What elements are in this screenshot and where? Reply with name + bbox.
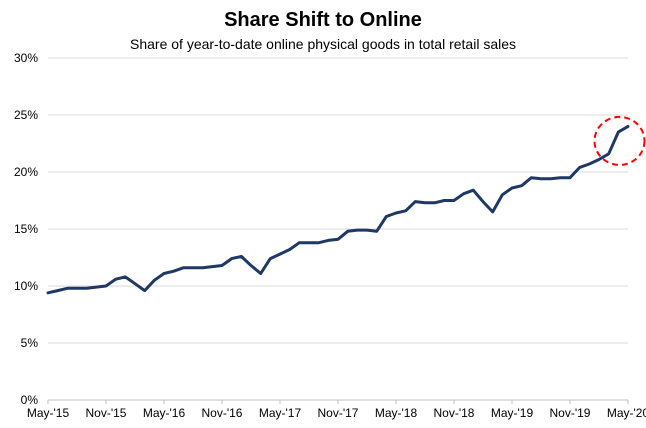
x-tick-label: Nov-'17 [318, 406, 359, 420]
x-tick-label: Nov-'19 [550, 406, 591, 420]
x-tick-label: May-'19 [491, 406, 534, 420]
y-axis-tick-labels: 0% 5% 10% 15% 20% 25% 30% [14, 51, 38, 407]
x-axis-tick-labels: May-'15 Nov-'15 May-'16 Nov-'16 May-'17 Nov-'… [27, 406, 646, 420]
y-tick-label: 30% [14, 51, 38, 65]
x-tick-label: May-'17 [259, 406, 302, 420]
y-tick-label: 15% [14, 222, 38, 236]
x-tick-label: Nov-'18 [434, 406, 475, 420]
x-tick-label: Nov-'16 [202, 406, 243, 420]
y-tick-label: 10% [14, 279, 38, 293]
x-tick-label: May-'18 [375, 406, 418, 420]
x-tick-label: May-'16 [143, 406, 186, 420]
x-tick-label: Nov-'15 [86, 406, 127, 420]
x-tick-label: May-'15 [27, 406, 70, 420]
grid-lines [48, 57, 628, 344]
x-tick-label: May-'20 [607, 406, 646, 420]
y-tick-label: 5% [21, 336, 39, 350]
series-layer [46, 124, 630, 295]
annotation-layer [593, 115, 646, 166]
series-line [46, 124, 630, 295]
y-tick-label: 25% [14, 108, 38, 122]
chart-title: Share Shift to Online [224, 9, 422, 31]
y-tick-label: 20% [14, 165, 38, 179]
highlight-circle-annotation [593, 115, 646, 166]
y-tick-label: 0% [21, 393, 39, 407]
chart-subtitle: Share of year-to-date online physical go… [130, 36, 516, 52]
axes [47, 399, 629, 404]
